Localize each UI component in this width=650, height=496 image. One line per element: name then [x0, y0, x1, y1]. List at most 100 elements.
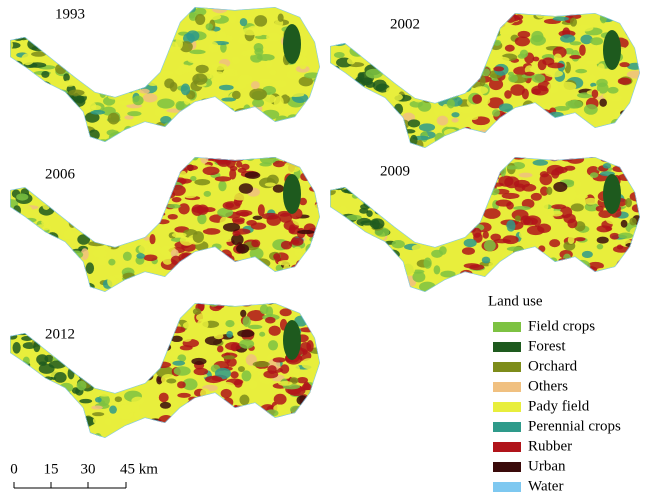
map-patch — [616, 244, 624, 250]
map-patch — [587, 282, 599, 288]
map-patch — [114, 396, 122, 403]
map-patch — [35, 261, 47, 271]
map-patch — [242, 27, 259, 36]
map-patch — [239, 211, 250, 217]
map-patch — [289, 424, 299, 432]
map-patch — [155, 140, 168, 142]
map-patch — [289, 377, 299, 384]
map-patch — [10, 288, 15, 292]
map-patch — [372, 79, 387, 92]
map-patch — [44, 35, 54, 43]
map-patch — [621, 13, 638, 22]
map-patch — [10, 108, 28, 119]
map-patch — [213, 107, 227, 119]
map-patch — [263, 283, 275, 292]
map-patch — [58, 239, 71, 250]
map-patch — [225, 202, 235, 209]
map-patch — [101, 348, 115, 359]
map-patch — [465, 144, 475, 148]
map-patch — [344, 32, 360, 41]
map-patch — [334, 88, 343, 96]
map-patch — [92, 248, 107, 259]
map-patch — [511, 119, 530, 127]
map-patch — [54, 131, 70, 142]
map-patch — [417, 194, 429, 203]
map-patch — [560, 157, 574, 162]
map-patch — [146, 177, 158, 189]
map-patch — [130, 8, 148, 20]
map-patch — [224, 440, 235, 446]
map-patch — [344, 25, 359, 31]
map-patch — [538, 245, 546, 253]
map-patch — [158, 202, 168, 207]
map-patch — [569, 41, 582, 46]
map-patch — [555, 124, 569, 133]
map-patch — [538, 13, 546, 16]
map-patch — [482, 26, 501, 38]
map-patch — [504, 44, 515, 52]
map-patch — [208, 259, 222, 268]
map-patch — [301, 126, 314, 137]
map-patch — [98, 332, 116, 341]
map-patch — [64, 412, 80, 419]
map-patch — [575, 193, 588, 199]
map-patch — [430, 208, 448, 214]
map-patch — [35, 393, 51, 405]
map-patch — [580, 34, 593, 45]
map-patch — [195, 64, 209, 74]
map-patch — [38, 29, 48, 39]
map-patch — [93, 333, 108, 343]
map-patch — [367, 257, 379, 269]
map-patch — [60, 108, 78, 119]
map-patch — [116, 435, 132, 438]
map-patch — [514, 183, 526, 192]
map-patch — [574, 237, 586, 242]
map-patch — [292, 425, 310, 431]
map-patch — [259, 149, 275, 155]
map-patch — [349, 45, 366, 57]
map-patch — [156, 219, 170, 225]
map-patch — [445, 38, 457, 45]
map-patch — [43, 122, 55, 133]
map-patch — [304, 102, 313, 108]
map-patch — [237, 167, 247, 173]
map-patch — [133, 15, 151, 26]
map-patch — [437, 147, 446, 148]
map-patch — [41, 219, 50, 226]
map-patch — [10, 88, 21, 93]
map-patch — [147, 303, 159, 309]
map-patch — [117, 194, 127, 199]
map-patch — [38, 8, 49, 15]
map-patch — [86, 363, 94, 370]
map-patch — [635, 134, 640, 143]
map-patch — [206, 30, 216, 36]
map-patch — [339, 13, 357, 14]
map-patch — [552, 16, 569, 21]
map-patch — [566, 130, 582, 142]
map-patch — [36, 303, 48, 311]
map-patch — [27, 126, 42, 136]
map-patch — [154, 131, 162, 138]
map-patch — [232, 90, 241, 100]
map-patch — [150, 136, 158, 142]
map-patch — [460, 52, 470, 65]
map-patch — [16, 311, 23, 322]
map-patch — [85, 161, 102, 172]
map-patch — [462, 48, 472, 61]
map-patch — [44, 120, 55, 130]
map-patch — [31, 7, 40, 11]
map-patch — [371, 29, 386, 38]
map-patch — [156, 334, 168, 345]
map-patch — [375, 276, 389, 283]
map-patch — [212, 117, 230, 128]
map-patch — [422, 180, 440, 189]
map-patch — [330, 214, 342, 222]
map-patch — [616, 259, 627, 272]
map-patch — [159, 401, 172, 409]
map-patch — [314, 265, 320, 274]
map-patch — [385, 107, 398, 116]
map-patch — [24, 312, 37, 319]
map-patch — [541, 132, 552, 139]
map-patch — [466, 226, 477, 233]
map-patch — [192, 73, 208, 85]
